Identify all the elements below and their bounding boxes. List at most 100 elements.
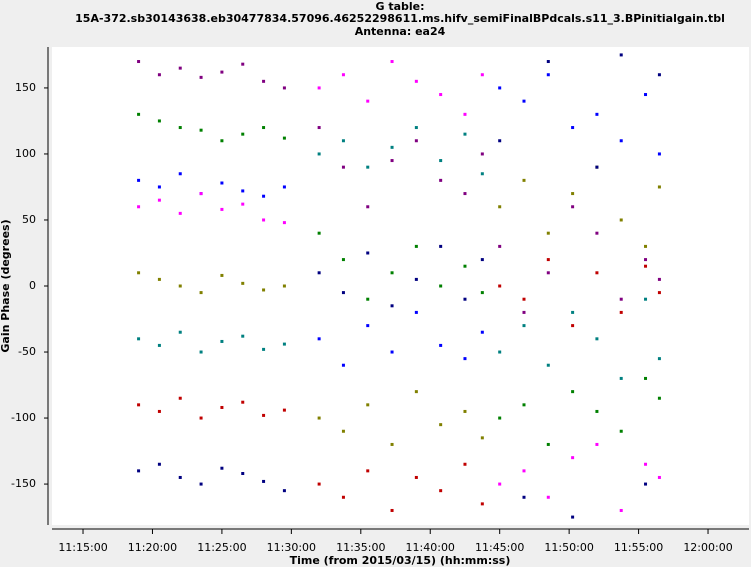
point: [439, 159, 443, 163]
point: [657, 357, 661, 361]
point: [498, 244, 502, 248]
point: [522, 297, 526, 301]
point: [137, 60, 141, 64]
point: [546, 363, 550, 367]
point: [241, 132, 245, 136]
point: [522, 495, 526, 499]
point: [199, 192, 203, 196]
point: [366, 251, 370, 255]
point: [619, 53, 623, 57]
point: [137, 205, 141, 209]
y-axis-label: Gain Phase (degrees): [0, 219, 12, 352]
point: [522, 469, 526, 473]
point: [157, 462, 161, 466]
point: [341, 291, 345, 295]
x-tick-label: 11:50:00: [544, 541, 593, 554]
point: [463, 192, 467, 196]
point: [619, 429, 623, 433]
point: [341, 429, 345, 433]
y-tick-label: -100: [11, 411, 36, 424]
point: [463, 357, 467, 361]
point: [498, 86, 502, 90]
point: [439, 284, 443, 288]
point: [262, 194, 266, 198]
point: [498, 139, 502, 143]
point: [366, 165, 370, 169]
point: [414, 79, 418, 83]
point: [463, 132, 467, 136]
point: [241, 62, 245, 66]
point: [619, 297, 623, 301]
point: [498, 350, 502, 354]
point: [317, 86, 321, 90]
point: [480, 502, 484, 506]
point: [341, 495, 345, 499]
point: [220, 181, 224, 185]
point: [220, 405, 224, 409]
point: [317, 416, 321, 420]
point: [137, 178, 141, 182]
point: [595, 165, 599, 169]
point: [414, 244, 418, 248]
point: [199, 416, 203, 420]
point: [480, 73, 484, 77]
point: [241, 189, 245, 193]
point: [546, 60, 550, 64]
point: [571, 324, 575, 328]
point: [157, 185, 161, 189]
point: [546, 258, 550, 262]
point: [199, 482, 203, 486]
point: [657, 475, 661, 479]
point: [178, 211, 182, 215]
point: [366, 99, 370, 103]
point: [439, 178, 443, 182]
chart-title: Antenna: ea24: [355, 25, 446, 38]
point: [414, 475, 418, 479]
point: [522, 403, 526, 407]
point: [546, 495, 550, 499]
point: [390, 145, 394, 149]
point: [262, 126, 266, 130]
point: [366, 324, 370, 328]
point: [199, 350, 203, 354]
point: [241, 334, 245, 338]
point: [498, 482, 502, 486]
point: [439, 93, 443, 97]
point: [480, 258, 484, 262]
x-tick-label: 11:35:00: [336, 541, 385, 554]
point: [480, 330, 484, 334]
point: [282, 284, 286, 288]
point: [546, 231, 550, 235]
point: [341, 165, 345, 169]
point: [619, 376, 623, 380]
point: [463, 462, 467, 466]
point: [657, 291, 661, 295]
point: [157, 198, 161, 202]
point: [644, 482, 648, 486]
point: [390, 508, 394, 512]
point: [282, 489, 286, 493]
point: [366, 205, 370, 209]
x-tick-label: 11:20:00: [128, 541, 177, 554]
point: [546, 271, 550, 275]
y-tick-label: -50: [18, 345, 36, 358]
point: [282, 136, 286, 140]
point: [137, 403, 141, 407]
y-tick-label: 50: [22, 213, 36, 226]
point: [241, 202, 245, 206]
point: [157, 119, 161, 123]
point: [571, 310, 575, 314]
point: [644, 93, 648, 97]
point: [178, 284, 182, 288]
point: [595, 409, 599, 413]
x-tick-label: 11:55:00: [614, 541, 663, 554]
point: [414, 390, 418, 394]
point: [619, 218, 623, 222]
x-tick-label: 11:40:00: [406, 541, 455, 554]
point: [595, 112, 599, 116]
point: [262, 218, 266, 222]
point: [317, 126, 321, 130]
point: [619, 508, 623, 512]
point: [220, 273, 224, 277]
point: [619, 310, 623, 314]
